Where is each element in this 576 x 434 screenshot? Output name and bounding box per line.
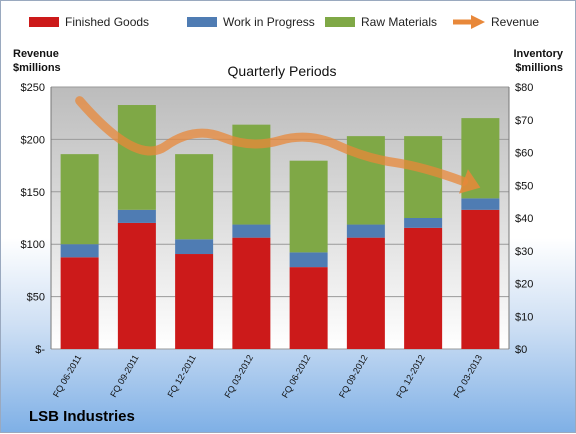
right-axis-title-line1: Inventory [513, 48, 563, 60]
right-tick-label: $80 [515, 82, 533, 94]
bar-raw-materials [118, 105, 156, 210]
chart-title: Quarterly Periods [228, 63, 337, 79]
right-tick-label: $10 [515, 311, 533, 323]
bar-work-in-progress [461, 198, 499, 209]
bar-finished-goods [232, 238, 270, 349]
bar-raw-materials [290, 161, 328, 253]
x-tick-label: FQ 09-2011 [108, 353, 140, 399]
left-tick-label: $100 [21, 239, 45, 251]
legend-label-work-in-progress: Work in Progress [223, 15, 315, 29]
bar-finished-goods [404, 228, 442, 349]
legend-label-raw-materials: Raw Materials [361, 15, 437, 29]
left-tick-label: $250 [21, 82, 45, 94]
bar-finished-goods [347, 238, 385, 349]
legend-arrowhead-revenue [471, 15, 485, 29]
legend-swatch-work-in-progress [187, 17, 217, 27]
bar-raw-materials [61, 154, 99, 244]
x-tick-label: FQ 12-2011 [166, 353, 198, 399]
bar-finished-goods [61, 257, 99, 349]
bar-work-in-progress [61, 244, 99, 257]
bar-work-in-progress [118, 210, 156, 223]
left-tick-label: $150 [21, 187, 45, 199]
bar-finished-goods [118, 223, 156, 349]
legend-label-finished-goods: Finished Goods [65, 15, 149, 29]
left-axis-title-line2: $millions [13, 62, 61, 74]
legend-label-revenue: Revenue [491, 15, 539, 29]
bar-work-in-progress [175, 239, 213, 254]
legend-swatch-finished-goods [29, 17, 59, 27]
bar-finished-goods [461, 210, 499, 349]
right-tick-label: $60 [515, 148, 533, 160]
legend: Finished Goods Work in Progress Raw Mate… [29, 15, 539, 29]
bar-work-in-progress [290, 252, 328, 267]
left-tick-label: $- [35, 344, 45, 356]
bar-work-in-progress [404, 218, 442, 228]
bar-finished-goods [175, 254, 213, 349]
company-name: LSB Industries [29, 408, 135, 425]
right-tick-label: $40 [515, 213, 533, 225]
bar-raw-materials [175, 154, 213, 239]
x-tick-label: FQ 06-2012 [280, 353, 313, 400]
x-tick-label: FQ 06-2011 [51, 353, 83, 399]
right-tick-label: $30 [515, 246, 533, 258]
right-tick-label: $20 [515, 279, 533, 291]
bar-finished-goods [290, 267, 328, 349]
x-tick-label: FQ 09-2012 [337, 353, 370, 400]
right-axis-title-line2: $millions [515, 62, 563, 74]
bar-work-in-progress [232, 225, 270, 238]
legend-swatch-raw-materials [325, 17, 355, 27]
bar-work-in-progress [347, 225, 385, 238]
bar-raw-materials [404, 136, 442, 218]
right-tick-label: $70 [515, 115, 533, 127]
x-tick-label: FQ 12-2012 [394, 353, 427, 400]
left-tick-label: $50 [27, 292, 45, 304]
right-tick-label: $0 [515, 344, 527, 356]
right-tick-label: $50 [515, 180, 533, 192]
left-axis-title-line1: Revenue [13, 48, 59, 60]
x-tick-label: FQ 03-2013 [451, 353, 484, 400]
x-tick-label: FQ 03-2012 [222, 353, 255, 400]
left-tick-label: $200 [21, 134, 45, 146]
